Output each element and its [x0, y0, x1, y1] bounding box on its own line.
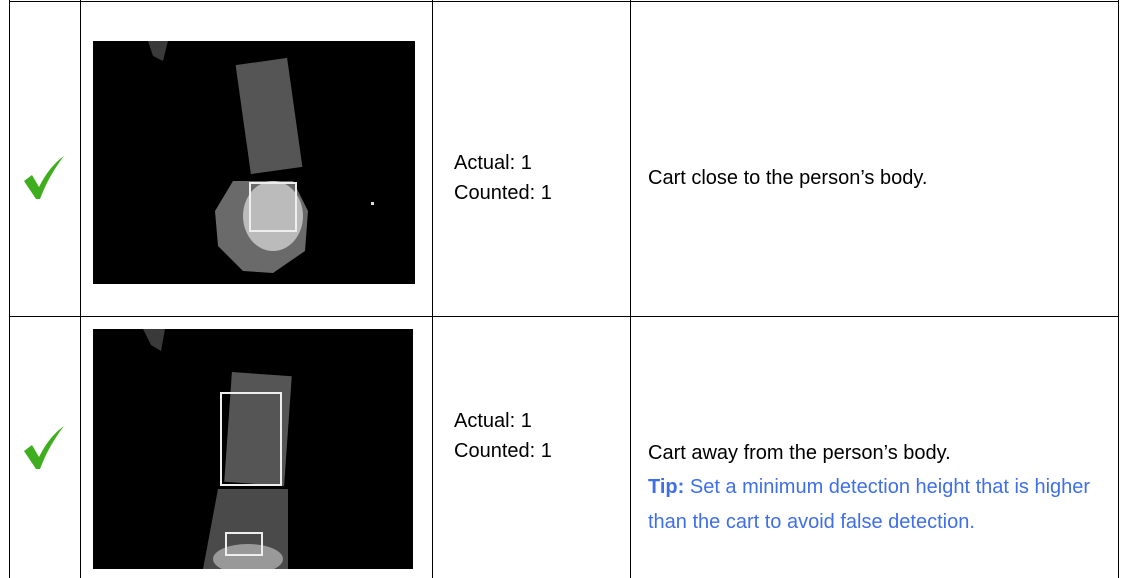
tip: Tip: Set a minimum detection height that… — [648, 470, 1118, 540]
depth-image — [93, 41, 415, 284]
counted-count: Counted: 1 — [454, 182, 552, 204]
description: Cart away from the person’s body. — [648, 442, 951, 464]
check-icon — [24, 156, 64, 199]
table-border — [9, 0, 10, 578]
depth-image — [93, 329, 413, 569]
table-border — [432, 0, 433, 578]
counted-count: Counted: 1 — [454, 440, 552, 462]
check-icon — [24, 426, 64, 469]
table-border — [1118, 0, 1119, 578]
actual-count: Actual: 1 — [454, 410, 532, 432]
tip-text: Set a minimum detection height that is h… — [648, 476, 1091, 533]
tip-label: Tip: — [648, 476, 685, 498]
table-border — [80, 0, 81, 578]
actual-count: Actual: 1 — [454, 152, 532, 174]
table-border — [9, 316, 1119, 317]
table-border — [630, 0, 631, 578]
description: Cart close to the person’s body. — [648, 167, 928, 189]
table-border — [9, 1, 1119, 2]
